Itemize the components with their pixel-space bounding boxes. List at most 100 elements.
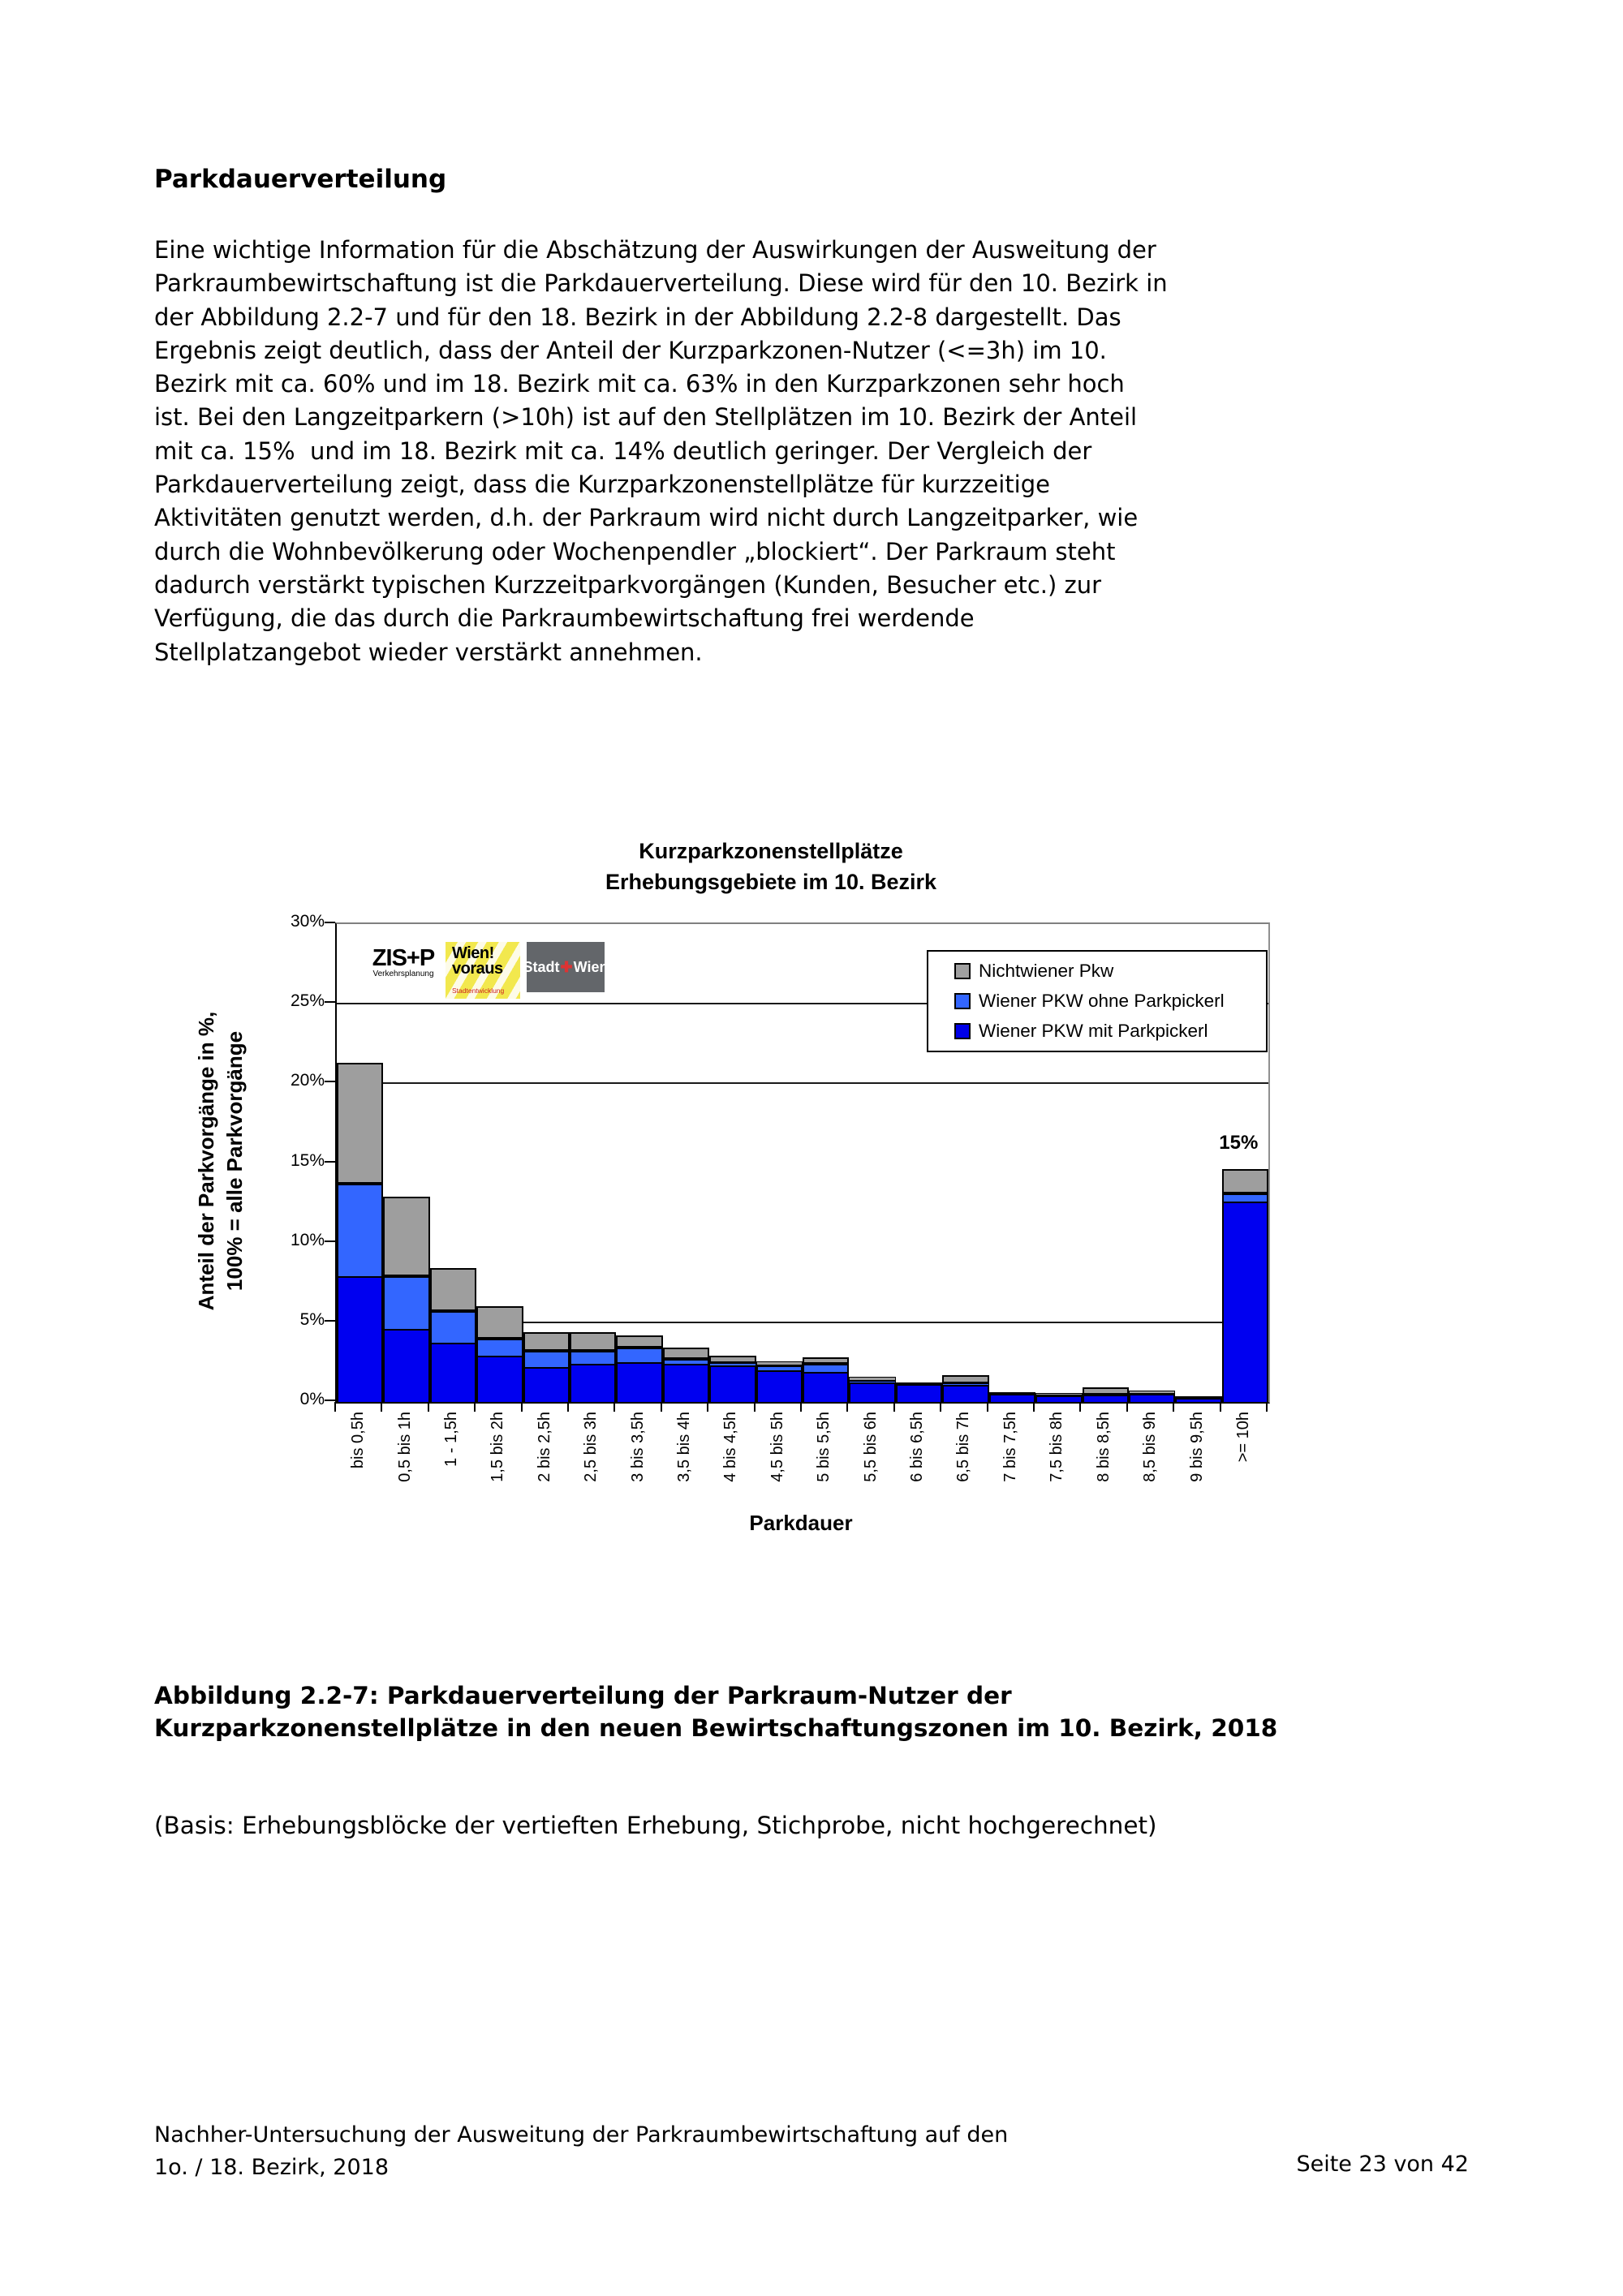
figure-caption-note: (Basis: Erhebungsblöcke der vertieften E… bbox=[154, 1812, 1157, 1839]
bar-column bbox=[849, 924, 896, 1404]
bar-segment bbox=[1175, 1396, 1222, 1399]
bar-segment bbox=[570, 1331, 617, 1352]
x-axis-label: 8 bis 8,5h bbox=[1094, 1412, 1113, 1482]
bar-segment bbox=[523, 1351, 570, 1369]
x-label-cell: >= 10h bbox=[1220, 1412, 1267, 1509]
logo-strip: ZIS+P Verkehrsplanung Wien! voraus Stadt… bbox=[368, 942, 608, 999]
x-tick-mark bbox=[1126, 1402, 1128, 1412]
x-label-cell: 6,5 bis 7h bbox=[941, 1412, 987, 1509]
x-axis-label: 5,5 bis 6h bbox=[861, 1412, 880, 1482]
x-tick-mark bbox=[1219, 1402, 1221, 1412]
x-tick-mark bbox=[1079, 1402, 1082, 1412]
x-label-cell: 1,5 bis 2h bbox=[475, 1412, 521, 1509]
x-axis-label: 9 bis 9,5h bbox=[1187, 1412, 1206, 1482]
x-axis-label: 4,5 bis 5h bbox=[768, 1412, 786, 1482]
x-axis-label: 2,5 bis 3h bbox=[582, 1412, 601, 1482]
bar-segment bbox=[1128, 1394, 1176, 1404]
bar-segment bbox=[383, 1328, 430, 1404]
bar-column bbox=[383, 924, 430, 1404]
bar-column bbox=[337, 924, 384, 1404]
x-label-cell: 4 bis 4,5h bbox=[708, 1412, 754, 1509]
x-label-cell: 6 bis 6,5h bbox=[894, 1412, 941, 1509]
y-tick-label: 25% bbox=[290, 991, 325, 1011]
x-axis-label: >= 10h bbox=[1233, 1412, 1252, 1463]
bar-segment bbox=[429, 1343, 477, 1404]
logo-stadt-plus-icon: ✚ bbox=[560, 958, 573, 975]
bar-column bbox=[429, 924, 477, 1404]
bar-segment bbox=[1082, 1395, 1129, 1404]
bar-segment bbox=[988, 1394, 1036, 1404]
legend-swatch-nichtwiener bbox=[954, 963, 971, 979]
x-label-cell: 4,5 bis 5h bbox=[755, 1412, 801, 1509]
x-label-cell: 7,5 bis 8h bbox=[1034, 1412, 1080, 1509]
y-tick-label: 5% bbox=[299, 1309, 325, 1329]
bar-segment bbox=[803, 1371, 850, 1404]
legend-label: Nichtwiener Pkw bbox=[979, 961, 1114, 981]
x-tick-mark bbox=[800, 1402, 802, 1412]
x-tick-mark bbox=[520, 1402, 523, 1412]
bar-segment bbox=[662, 1348, 710, 1360]
bar-segment bbox=[429, 1268, 477, 1312]
bar-segment bbox=[616, 1361, 663, 1404]
x-label-cell: 5 bis 5,5h bbox=[801, 1412, 847, 1509]
bar-segment bbox=[1221, 1169, 1269, 1193]
bar-segment bbox=[476, 1306, 523, 1339]
bar-column bbox=[616, 924, 663, 1404]
x-tick-mark bbox=[660, 1402, 662, 1412]
bar-column bbox=[1035, 924, 1083, 1404]
x-label-cell: 0,5 bis 1h bbox=[381, 1412, 428, 1509]
x-axis-label: 5 bis 5,5h bbox=[815, 1412, 833, 1482]
bar-column bbox=[756, 924, 803, 1404]
x-label-cell: 9 bis 9,5h bbox=[1173, 1412, 1220, 1509]
x-tick-mark bbox=[613, 1402, 616, 1412]
logo-zisp: ZIS+P Verkehrsplanung bbox=[368, 942, 439, 992]
legend-label: Wiener PKW ohne Parkpickerl bbox=[979, 991, 1225, 1011]
y-tick-mark bbox=[325, 1319, 335, 1322]
x-axis-title: Parkdauer bbox=[749, 1511, 853, 1535]
y-tick-mark bbox=[325, 1240, 335, 1242]
x-label-cell: 2,5 bis 3h bbox=[568, 1412, 614, 1509]
y-tick-label: 10% bbox=[290, 1230, 325, 1249]
x-axis-labels: bis 0,5h 0,5 bis 1h 1 - 1,5h 1,5 bis 2h 2 bi… bbox=[335, 1412, 1267, 1509]
y-tick-mark bbox=[325, 1400, 335, 1401]
page-heading: Parkdauerverteilung bbox=[154, 165, 447, 194]
y-tick-mark bbox=[325, 1160, 335, 1163]
legend-item: Wiener PKW mit Parkpickerl bbox=[954, 1021, 1266, 1042]
legend-swatch-ohne-parkpickerl bbox=[954, 993, 971, 1009]
x-label-cell: 1 - 1,5h bbox=[428, 1412, 475, 1509]
x-axis-label: 7,5 bis 8h bbox=[1048, 1412, 1066, 1482]
bar-column bbox=[988, 924, 1036, 1404]
bar-segment bbox=[662, 1363, 710, 1404]
bar-segment bbox=[849, 1376, 896, 1381]
x-axis-label: 6,5 bis 7h bbox=[954, 1412, 973, 1482]
x-label-cell: 5,5 bis 6h bbox=[847, 1412, 893, 1509]
x-tick-mark bbox=[940, 1402, 942, 1412]
x-axis-label: 3,5 bis 4h bbox=[675, 1412, 694, 1482]
bar-segment bbox=[1082, 1387, 1129, 1395]
bar-column bbox=[476, 924, 523, 1404]
y-axis-title-line1: Anteil der Parkvorgänge in %, bbox=[194, 1011, 218, 1311]
x-label-cell: 3 bis 3,5h bbox=[614, 1412, 661, 1509]
bar-column bbox=[1082, 924, 1129, 1404]
bar-column bbox=[570, 924, 617, 1404]
bar-segment bbox=[337, 1184, 384, 1278]
bar-segment bbox=[1035, 1393, 1083, 1396]
chart-title-line1: Kurzparkzonenstellplätze bbox=[639, 839, 903, 863]
bar-column bbox=[1128, 924, 1176, 1404]
logo-wien-line2: voraus bbox=[452, 960, 503, 978]
x-label-cell: bis 0,5h bbox=[335, 1412, 381, 1509]
x-label-cell: 2 bis 2,5h bbox=[522, 1412, 568, 1509]
logo-zisp-title: ZIS+P bbox=[372, 945, 435, 971]
gridline-5-percent bbox=[337, 1321, 1268, 1323]
x-label-cell: 3,5 bis 4h bbox=[661, 1412, 708, 1509]
x-tick-mark bbox=[1173, 1402, 1175, 1412]
bar-annotation: 15% bbox=[1219, 1132, 1259, 1154]
x-axis-label: 7 bis 7,5h bbox=[1001, 1412, 1019, 1482]
x-tick-mark bbox=[753, 1402, 756, 1412]
bar-segment bbox=[709, 1356, 756, 1363]
logo-stadt-left: Stadt bbox=[523, 958, 560, 975]
bar-segment bbox=[988, 1392, 1036, 1395]
bar-segment bbox=[570, 1363, 617, 1404]
bar-segment bbox=[895, 1382, 943, 1385]
logo-wien-voraus: Wien! voraus Stadtentwicklung bbox=[446, 942, 520, 999]
